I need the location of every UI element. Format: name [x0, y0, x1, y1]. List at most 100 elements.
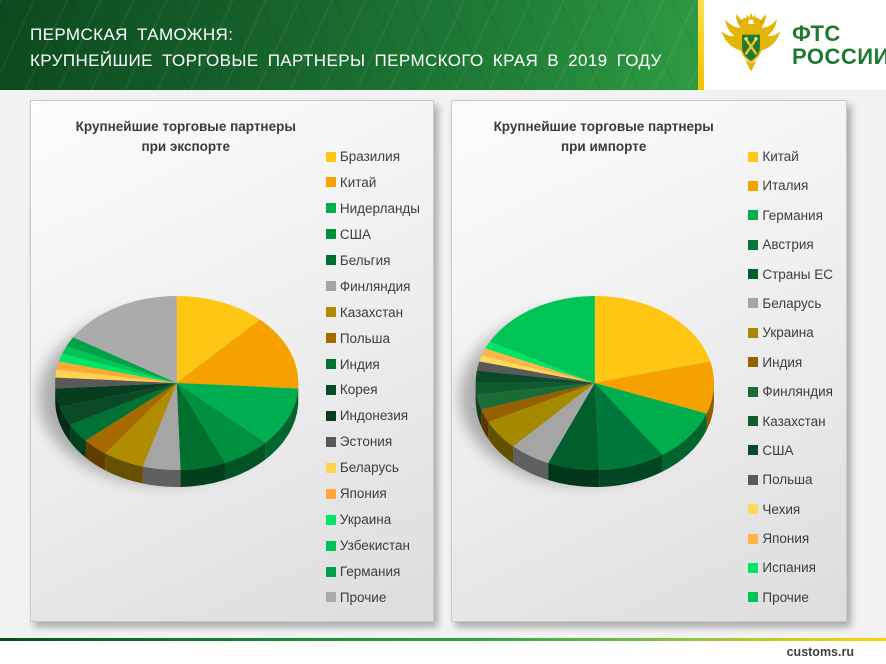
- pie-slice-wall: [599, 454, 663, 487]
- legend-item: Польша: [325, 331, 420, 346]
- legend-label: Польша: [762, 472, 813, 488]
- legend-label: США: [339, 226, 371, 242]
- legend-item: США: [325, 226, 420, 242]
- pie-slice: [476, 383, 595, 410]
- export-chart-panel: Крупнейшие торговые партнеры при экспорт…: [30, 100, 434, 622]
- pie-slice: [594, 296, 711, 383]
- export-chart-title-line2: при экспорте: [141, 139, 231, 155]
- pie-slice: [59, 383, 177, 425]
- legend-item: Китай: [325, 174, 420, 190]
- pie-slice: [594, 383, 707, 455]
- pie-slice: [475, 382, 595, 395]
- footer-site-link[interactable]: customs.ru: [786, 645, 854, 659]
- legend-swatch-icon: [748, 357, 759, 368]
- legend-item: Нидерланды: [325, 201, 420, 216]
- legend-item: Польша: [748, 472, 833, 487]
- pie-slice-wall: [225, 442, 266, 480]
- legend-label: Бразилия: [339, 149, 401, 164]
- pie-slice-wall: [70, 424, 86, 458]
- legend-label: Корея: [339, 382, 378, 398]
- pie-slice: [594, 361, 715, 414]
- legend-label: Прочие: [762, 589, 809, 605]
- legend-item: Беларусь: [325, 460, 420, 476]
- legend-item: Узбекистан: [325, 538, 420, 553]
- legend-label: Италия: [762, 178, 809, 194]
- logo-text: ФТС РОССИИ: [792, 22, 886, 68]
- pie-slice: [548, 383, 600, 470]
- pie-slice: [490, 296, 595, 383]
- legend-swatch-icon: [325, 255, 336, 266]
- banner-yellow-stripe: [698, 0, 704, 90]
- export-pie-chart: [39, 296, 299, 487]
- pie-slice: [55, 369, 177, 383]
- import-chart-title: Крупнейшие торговые партнеры при импорте: [452, 117, 755, 158]
- legend-item: Прочие: [325, 590, 420, 605]
- legend-swatch-icon: [748, 269, 759, 280]
- legend-item: Украина: [325, 512, 420, 527]
- legend-swatch-icon: [325, 436, 336, 447]
- legend-item: Беларусь: [748, 296, 833, 311]
- legend-label: Беларусь: [339, 460, 399, 476]
- import-legend: Китай Италия Германия Австрия Страны ЕС Белар…: [748, 149, 833, 605]
- pie-slice-wall: [85, 440, 106, 471]
- pie-slice-wall: [59, 407, 71, 442]
- fts-eagle-emblem-icon: [721, 12, 781, 72]
- slide-title: ПЕРМСКАЯ ТАМОЖНЯ: КРУПНЕЙШИЕ ТОРГОВЫЕ ПА…: [30, 22, 662, 75]
- pie-slice-wall: [475, 383, 477, 412]
- legend-label: Испания: [762, 560, 816, 576]
- legend-item: Италия: [748, 178, 833, 193]
- legend-swatch-icon: [748, 327, 759, 338]
- legend-swatch-icon: [325, 359, 336, 369]
- legend-label: Япония: [762, 531, 810, 547]
- legend-item: Прочие: [748, 590, 833, 605]
- pie-slice: [594, 383, 663, 470]
- legend-swatch-icon: [748, 386, 759, 397]
- legend-swatch-icon: [325, 488, 336, 499]
- legend-swatch-icon: [325, 514, 336, 525]
- legend-swatch-icon: [325, 566, 336, 577]
- pie-slice: [476, 361, 595, 383]
- legend-swatch-icon: [325, 333, 336, 344]
- pie-slice-wall: [142, 466, 181, 487]
- legend-label: Германия: [339, 564, 401, 579]
- logo-text-line1: ФТС: [792, 20, 841, 46]
- footer-divider: [0, 638, 886, 641]
- legend-swatch-icon: [748, 445, 759, 456]
- pie-slice-wall: [476, 394, 482, 427]
- legend-label: Япония: [339, 486, 387, 502]
- pie-slice-wall: [662, 413, 707, 472]
- legend-swatch-icon: [748, 592, 759, 603]
- legend-label: Китай: [339, 174, 377, 190]
- legend-item: Финляндия: [325, 279, 420, 294]
- legend-swatch-icon: [748, 416, 759, 427]
- legend-label: Чехия: [762, 501, 801, 517]
- legend-item: Китай: [748, 149, 833, 164]
- pie-slice-wall: [488, 422, 514, 464]
- legend-item: Индия: [748, 355, 833, 370]
- content-area: Крупнейшие торговые партнеры при экспорт…: [0, 90, 886, 639]
- legend-swatch-icon: [748, 239, 759, 250]
- legend-label: Индия: [339, 356, 380, 372]
- legend-item: Казахстан: [748, 414, 833, 429]
- pie-slice: [55, 377, 177, 389]
- legend-swatch-icon: [748, 504, 759, 515]
- legend-label: Казахстан: [339, 304, 404, 320]
- fts-logo: ФТС РОССИИ: [704, 0, 886, 90]
- pie-slice: [176, 383, 266, 463]
- legend-label: Украина: [762, 325, 814, 341]
- legend-item: Страны ЕС: [748, 267, 833, 282]
- legend-item: Корея: [325, 382, 420, 398]
- import-chart-panel: Крупнейшие торговые партнеры при импорте…: [451, 100, 847, 622]
- export-legend: Бразилия Китай Нидерланды США Бельгия Финлянд…: [325, 149, 420, 605]
- legend-swatch-icon: [325, 151, 336, 162]
- legend-label: Индонезия: [339, 408, 409, 424]
- legend-swatch-icon: [325, 229, 336, 240]
- pie-slice-wall: [513, 446, 549, 481]
- legend-item: Индия: [325, 356, 420, 372]
- legend-item: Казахстан: [325, 304, 420, 320]
- pie-slice: [56, 361, 177, 383]
- legend-item: Бразилия: [325, 149, 420, 164]
- pie-slice: [85, 383, 177, 454]
- legend-label: Казахстан: [762, 413, 826, 429]
